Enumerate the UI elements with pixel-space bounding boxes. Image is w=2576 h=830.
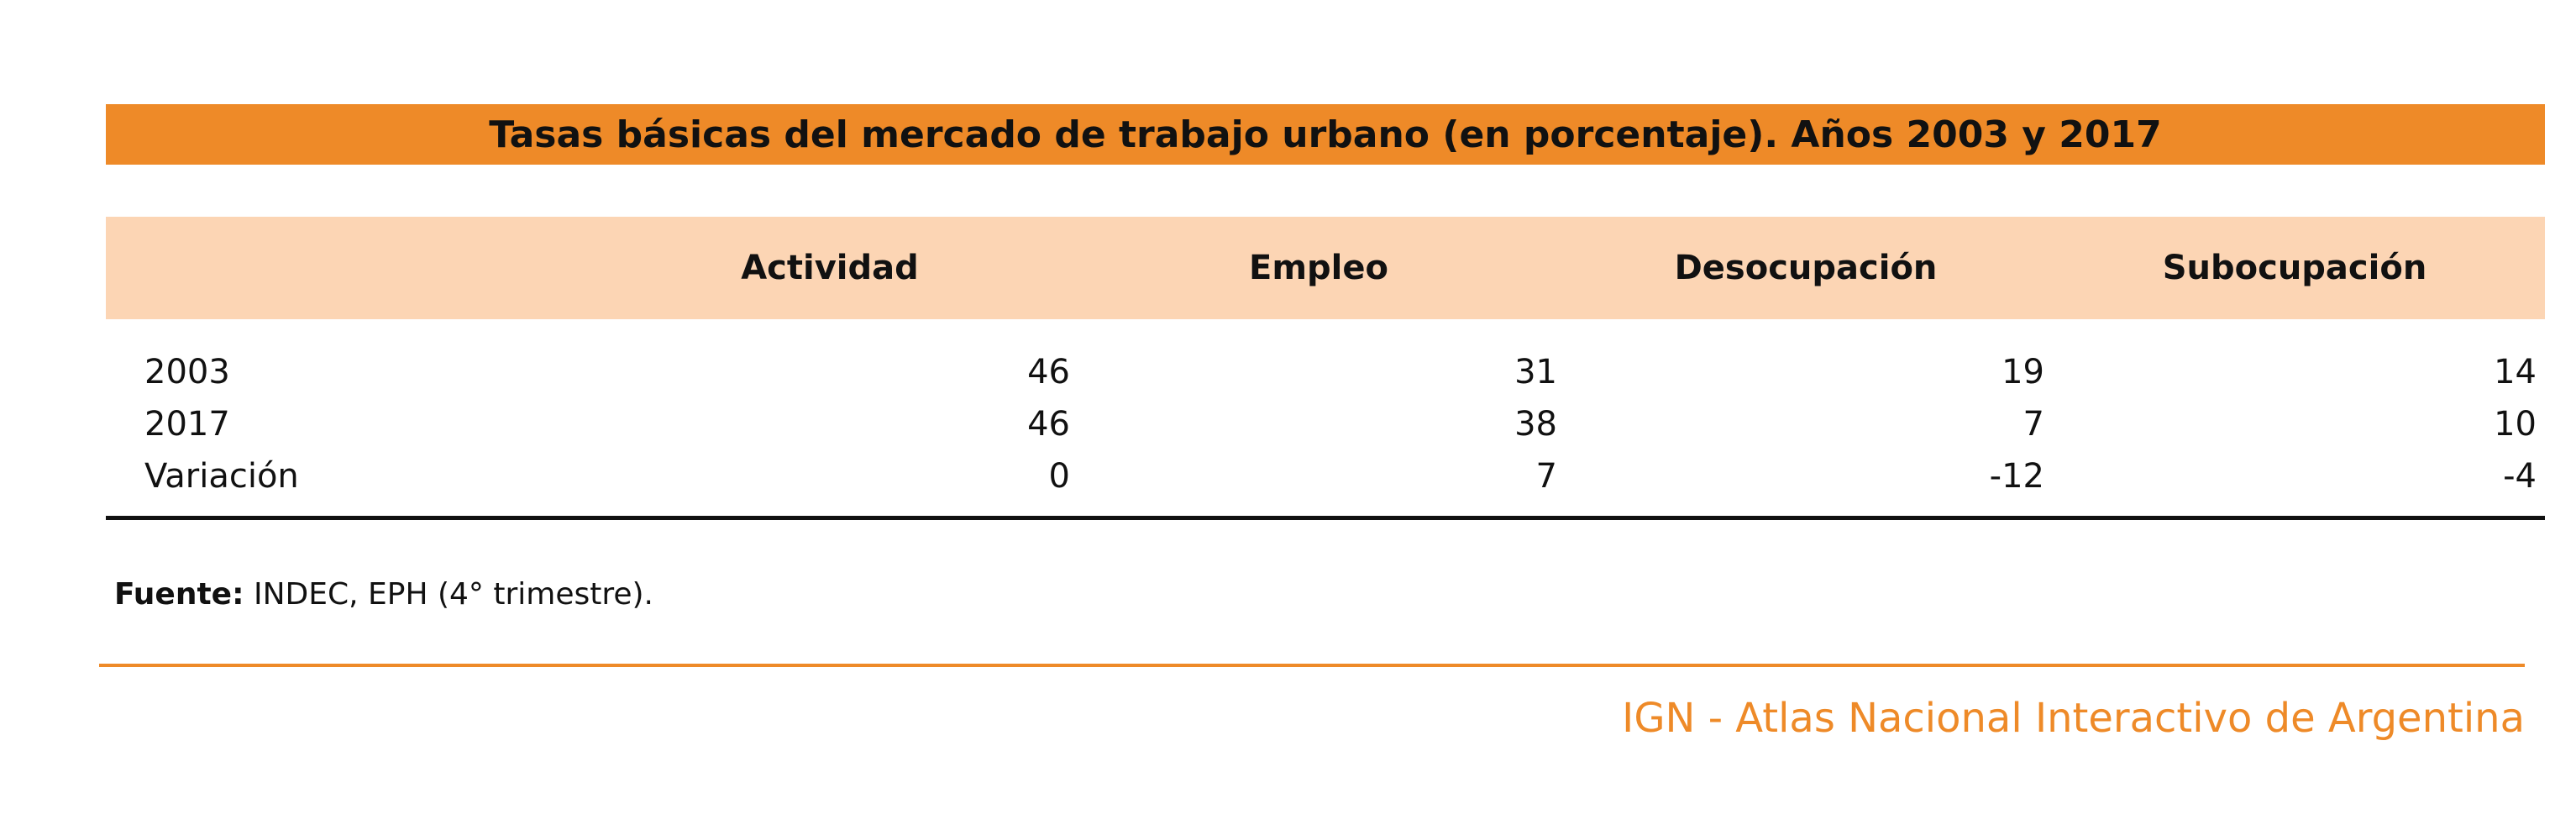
brand-footer: IGN - Atlas Nacional Interactivo de Arge…	[1622, 695, 2525, 742]
table-cell: 31	[1514, 353, 1557, 391]
table-bottom-rule	[106, 516, 2545, 520]
table-cell: 7	[1535, 457, 1557, 496]
footer-divider	[99, 664, 2525, 667]
row-label-variacion: Variación	[144, 457, 299, 496]
table-cell: 46	[1027, 405, 1070, 444]
table-cell: 7	[2023, 405, 2044, 444]
row-label-2017: 2017	[144, 405, 230, 444]
source-text: INDEC, EPH (4° trimestre).	[253, 577, 654, 612]
column-header-empleo: Empleo	[1249, 249, 1388, 287]
table-cell: 10	[2494, 405, 2537, 444]
table-cell: 14	[2494, 353, 2537, 391]
table-cell: -4	[2503, 457, 2537, 496]
column-header-desocupacion: Desocupación	[1674, 249, 1938, 287]
source-note: Fuente: INDEC, EPH (4° trimestre).	[114, 571, 653, 618]
row-label-2003: 2003	[144, 353, 230, 391]
table-cell: 38	[1514, 405, 1557, 444]
table-cell: 0	[1048, 457, 1070, 496]
column-header-subocupacion: Subocupación	[2162, 249, 2427, 287]
table-cell: 19	[2002, 353, 2044, 391]
table-cell: 46	[1027, 353, 1070, 391]
header-band	[106, 217, 2545, 319]
table-cell: -12	[1989, 457, 2044, 496]
source-label: Fuente:	[114, 577, 244, 612]
column-header-actividad: Actividad	[741, 249, 919, 287]
table-title: Tasas básicas del mercado de trabajo urb…	[106, 104, 2545, 165]
